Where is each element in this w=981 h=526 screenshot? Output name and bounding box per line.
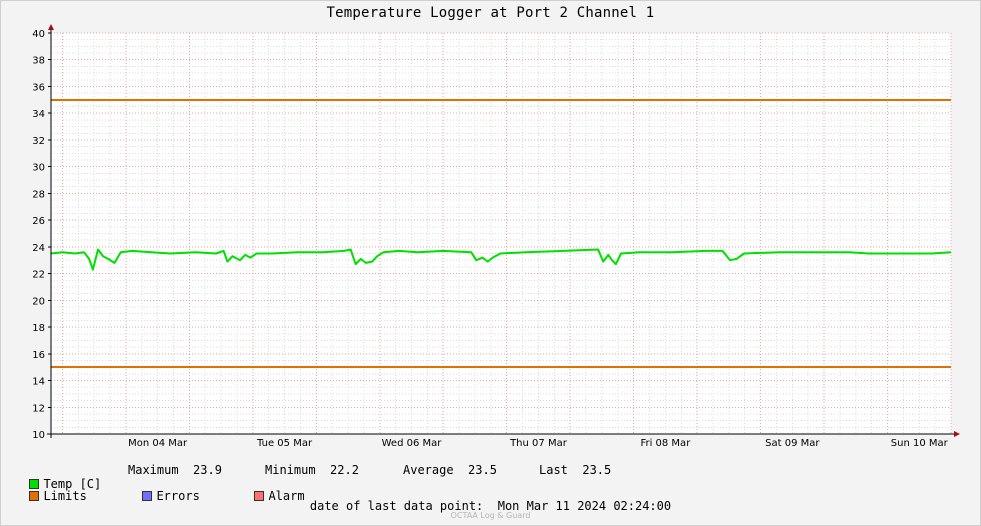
series [50, 248, 952, 271]
y-tick-label: 18 [32, 323, 45, 334]
last-data-point: date of last data point: Mon Mar 11 2024… [0, 499, 981, 513]
legend-minimum: Minimum 22.2 [265, 463, 359, 477]
limit-lines [51, 98, 951, 369]
y-tick-label: 36 [32, 82, 45, 93]
last-value: 23.5 [582, 463, 612, 477]
minimum-label: Minimum [265, 463, 316, 477]
x-tick-label: Tue 05 Mar [256, 438, 313, 449]
average-label: Average [403, 463, 454, 477]
y-axis-arrow [48, 24, 54, 30]
errors-swatch [142, 491, 153, 501]
y-tick-label: 34 [32, 109, 45, 120]
x-axis-arrow [954, 431, 960, 437]
y-axis-labels: 10 12 14 16 18 20 22 24 26 28 30 32 34 36 38 40 [32, 29, 45, 441]
y-tick-label: 14 [32, 377, 45, 388]
x-tick-label: Fri 08 Mar [640, 438, 691, 449]
legend-errors: Errors [128, 475, 200, 503]
y-tick-label: 40 [32, 29, 45, 40]
y-tick-label: 16 [32, 350, 45, 361]
y-tick-label: 32 [32, 136, 45, 147]
legend-last: Last 23.5 [539, 463, 611, 477]
grid [51, 32, 952, 435]
axes [47, 24, 960, 438]
last-label: Last [539, 463, 568, 477]
legend-limits-label: Limits [43, 489, 87, 503]
x-tick-label: Mon 04 Mar [128, 438, 188, 449]
x-tick-label: Wed 06 Mar [382, 438, 443, 449]
legend-maximum: Maximum 23.9 [128, 463, 222, 477]
last-point-value: Mon Mar 11 2024 02:24:00 [497, 499, 672, 513]
temp-series-line [50, 248, 952, 271]
average-value: 23.5 [468, 463, 497, 477]
legend-average: Average 23.5 [403, 463, 497, 477]
chart-title: Temperature Logger at Port 2 Channel 1 [326, 5, 655, 21]
x-tick-label: Sat 09 Mar [765, 438, 820, 449]
x-tick-label: Thu 07 Mar [509, 438, 568, 449]
x-tick-label: Sun 10 Mar [891, 438, 949, 449]
limits-swatch [29, 491, 40, 501]
y-tick-label: 24 [32, 243, 45, 254]
y-tick-label: 22 [32, 270, 45, 281]
y-tick-label: 10 [32, 430, 45, 441]
temp-swatch [29, 479, 40, 489]
y-tick-label: 26 [32, 216, 45, 227]
y-tick-label: 30 [32, 163, 45, 174]
legend-alarm: Alarm [240, 475, 305, 503]
legend-temp-label: Temp [C] [43, 477, 102, 491]
x-axis-labels: Mon 04 Mar Tue 05 Mar Wed 06 Mar Thu 07 Mar… [128, 438, 949, 449]
y-tick-label: 28 [32, 189, 45, 200]
y-tick-label: 38 [32, 56, 45, 67]
minimum-value: 22.2 [330, 463, 359, 477]
legend-errors-label: Errors [156, 489, 200, 503]
maximum-label: Maximum [128, 463, 179, 477]
y-tick-label: 12 [32, 403, 45, 414]
legend-limits: Limits [15, 475, 87, 503]
maximum-value: 23.9 [193, 463, 222, 477]
y-tick-label: 20 [32, 296, 45, 307]
alarm-swatch [254, 491, 265, 501]
legend-alarm-label: Alarm [268, 489, 305, 503]
watermark: OCTAA Log & Guard [450, 511, 531, 520]
legend-row-1: Temp [C] [15, 463, 101, 491]
last-point-label: date of last data point: [309, 499, 484, 513]
